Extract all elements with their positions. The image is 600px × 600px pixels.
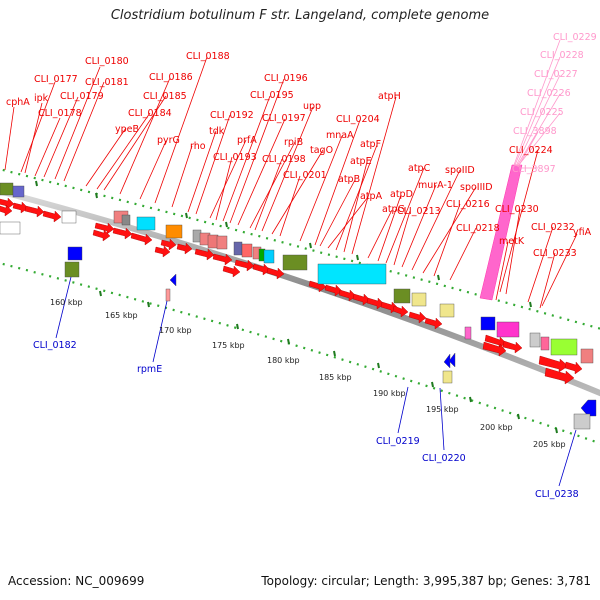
rna-label: CLI_0228	[540, 50, 584, 61]
gene-label: CLI_0188	[186, 51, 230, 62]
reverse-gene-label: CLI_0219	[376, 436, 420, 447]
gene-label: rpiB	[284, 137, 303, 148]
gene-label: CLI_0193	[213, 152, 257, 163]
gene-label: CLI_0186	[149, 72, 193, 83]
gene-label: CLI_0180	[85, 56, 129, 67]
gene-label: upp	[303, 101, 321, 112]
gene-label: CLI_0179	[60, 91, 104, 102]
rna-label: CLI_0229	[553, 32, 597, 43]
reverse-genes	[64, 246, 597, 430]
map-title: Clostridium botulinum F str. Langeland, …	[110, 8, 490, 23]
gene-label: metK	[499, 236, 525, 247]
gene-label: CLI_0196	[264, 73, 308, 84]
scale-labels: 160 kbp 165 kbp 170 kbp 175 kbp 180 kbp …	[50, 298, 566, 449]
label-leaders	[4, 56, 578, 309]
reverse-gene-label: rpmE	[137, 364, 162, 375]
gene-label: CLI_0192	[210, 110, 254, 121]
scale-tick-label: 180 kbp	[267, 356, 300, 365]
gene-label: atpA	[360, 191, 383, 202]
gene-label: pyrG	[157, 135, 180, 146]
reverse-labels: CLI_0182 rpmE CLI_0219 CLI_0220 CLI_0238	[33, 340, 579, 500]
gene-label: cphA	[6, 97, 30, 108]
rna-label: CLI_0226	[527, 88, 571, 99]
rna-labels: CLI_0229 CLI_0228 CLI_0227 CLI_0226 CLI_…	[512, 32, 597, 175]
gene-label: CLI_0197	[262, 113, 306, 124]
scale-tick-label: 205 kbp	[533, 440, 566, 449]
scale-tick-label: 175 kbp	[212, 341, 245, 350]
rna-label: CLI_3897	[512, 164, 556, 175]
gene-label: tdk	[209, 126, 225, 137]
gc-track-inner	[0, 262, 600, 445]
gene-boxes	[0, 182, 594, 364]
scale-tick-label: 185 kbp	[319, 373, 352, 382]
gene-label: rho	[190, 141, 206, 152]
gene-label: ypeB	[115, 124, 139, 135]
gene-label: atpC	[408, 163, 431, 174]
rna-label: CLI_3898	[513, 126, 557, 137]
gene-label: CLI_0185	[143, 91, 187, 102]
gene-labels: cphA CLI_0177 ipk CLI_0178 CLI_0179 CLI_…	[6, 51, 592, 259]
accession-text: Accession: NC_009699	[8, 574, 145, 588]
gene-label: CLI_0216	[446, 199, 490, 210]
gene-label: atpE	[350, 156, 372, 167]
gene-label: CLI_0233	[533, 248, 577, 259]
gene-label: CLI_0218	[456, 223, 500, 234]
scale-tick-label: 160 kbp	[50, 298, 83, 307]
gc-skew-marks	[35, 180, 558, 434]
gene-label: spoIID	[445, 165, 475, 176]
gene-label: CLI_0232	[531, 222, 575, 233]
gene-label: mnaA	[326, 130, 354, 141]
scale-tick-label: 200 kbp	[480, 423, 513, 432]
gene-label: spoIIID	[460, 182, 493, 193]
gene-label: atpH	[378, 91, 401, 102]
gene-label: tagO	[310, 145, 333, 156]
gene-label: CLI_0224	[509, 145, 553, 156]
reverse-gene-label: CLI_0182	[33, 340, 77, 351]
gene-label: atpB	[338, 174, 360, 185]
gene-label: atpD	[390, 189, 413, 200]
reverse-leaders	[55, 276, 577, 487]
scale-tick-label: 170 kbp	[159, 326, 192, 335]
gene-label: CLI_0230	[495, 204, 539, 215]
rna-leaders	[513, 39, 561, 169]
forward-genes-row1	[0, 197, 583, 375]
gene-label: prfA	[237, 135, 257, 146]
gene-label: CLI_0177	[34, 74, 78, 85]
gene-label: CLI_0204	[336, 114, 380, 125]
gene-label: atpG	[382, 204, 405, 215]
genome-summary-text: Topology: circular; Length: 3,995,387 bp…	[261, 574, 591, 588]
rna-label: CLI_0225	[520, 107, 564, 118]
gene-label: CLI_0178	[38, 108, 82, 119]
scale-tick-label: 195 kbp	[426, 405, 459, 414]
reverse-gene-label: CLI_0238	[535, 489, 579, 500]
forward-genes-row0	[0, 204, 575, 385]
gene-label: atpF	[360, 139, 381, 150]
scale-tick-label: 165 kbp	[105, 311, 138, 320]
gene-label: CLI_0213	[397, 206, 441, 217]
reverse-gene-label: CLI_0220	[422, 453, 466, 464]
gene-label: murA-1	[418, 180, 453, 191]
gc-track-outer	[0, 168, 600, 330]
gene-label: ipk	[34, 93, 49, 104]
gene-label: CLI_0181	[85, 77, 129, 88]
gene-label: CLI_0195	[250, 90, 294, 101]
gene-label: CLI_0184	[128, 108, 172, 119]
genome-backbone	[0, 188, 600, 397]
gene-label: CLI_0201	[283, 170, 327, 181]
gene-label: yfiA	[573, 227, 592, 238]
gene-label: CLI_0198	[262, 154, 306, 165]
scale-tick-label: 190 kbp	[373, 389, 406, 398]
rna-label: CLI_0227	[534, 69, 578, 80]
